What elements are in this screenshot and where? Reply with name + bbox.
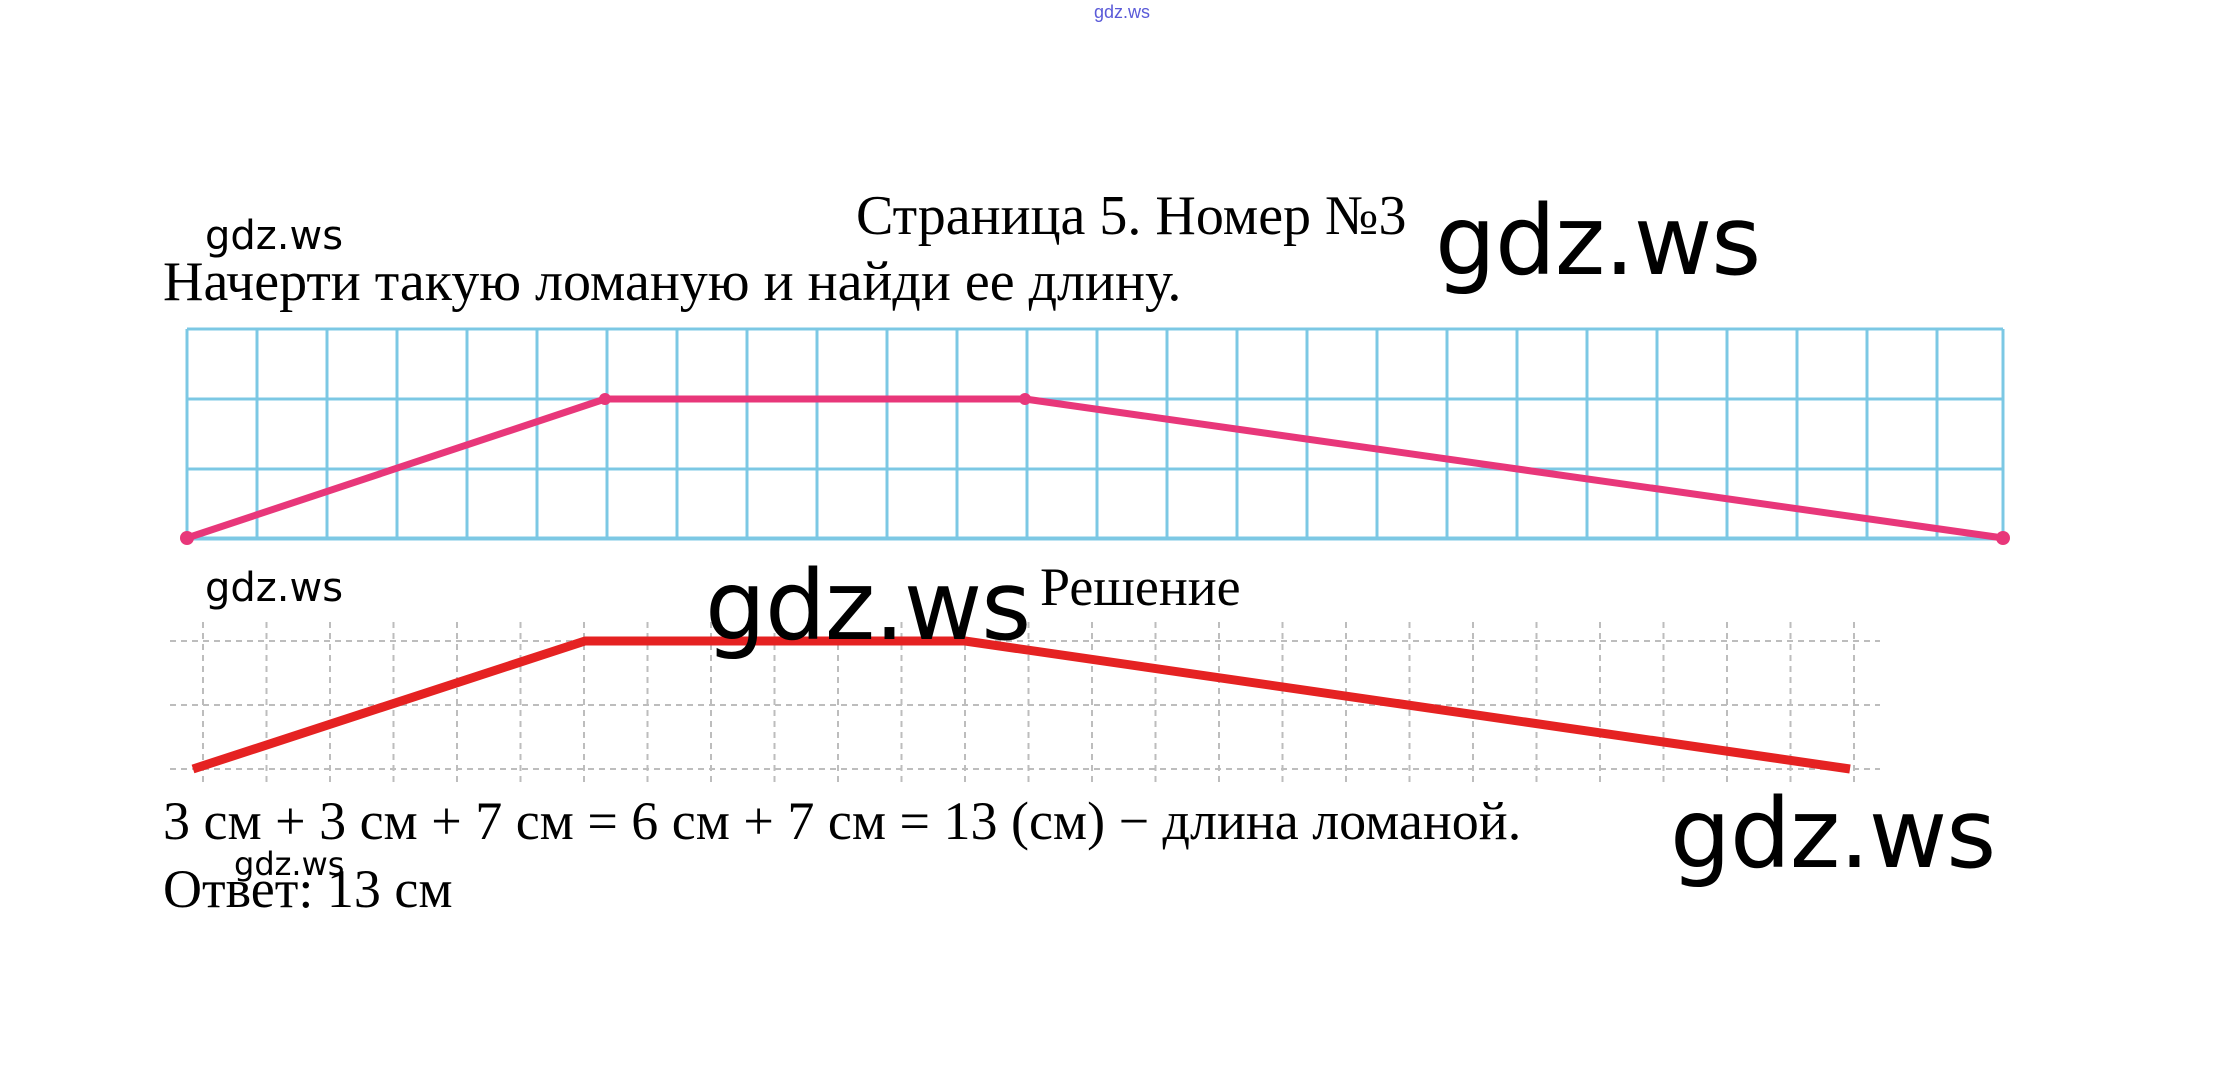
watermark-logo: gdz.ws — [705, 550, 1031, 662]
solution-heading: Решение — [1040, 557, 1241, 617]
task-polyline — [185, 395, 2004, 542]
watermark-logo: gdz.ws — [205, 213, 344, 259]
solution-grid — [170, 622, 1880, 782]
task-vertex-dot — [599, 393, 611, 405]
task-vertex-dot — [1019, 393, 1031, 405]
task-grid — [185, 327, 2005, 541]
calculation-line: 3 см + 3 см + 7 см = 6 см + 7 см = 13 (с… — [163, 791, 1522, 851]
watermark-logo: gdz.ws — [205, 565, 344, 611]
task-polyline-figure — [180, 327, 2010, 545]
task-vertex-dot — [180, 531, 194, 545]
page-title: Страница 5. Номер №3 — [856, 185, 1407, 247]
watermark-logo: gdz.ws — [1435, 185, 1761, 297]
watermark-logo: gdz.ws — [1670, 778, 1996, 890]
answer-line: Ответ: 13 см — [163, 859, 453, 919]
top-link[interactable]: gdz.ws — [1094, 2, 1151, 22]
task-text: Начерти такую ломаную и найди ее длину. — [163, 251, 1182, 313]
solution-polyline-figure — [170, 622, 1880, 782]
task-vertex-dot — [1996, 531, 2010, 545]
solution-polyline — [191, 636, 1851, 774]
watermark-logo: gdz.ws — [234, 845, 345, 883]
